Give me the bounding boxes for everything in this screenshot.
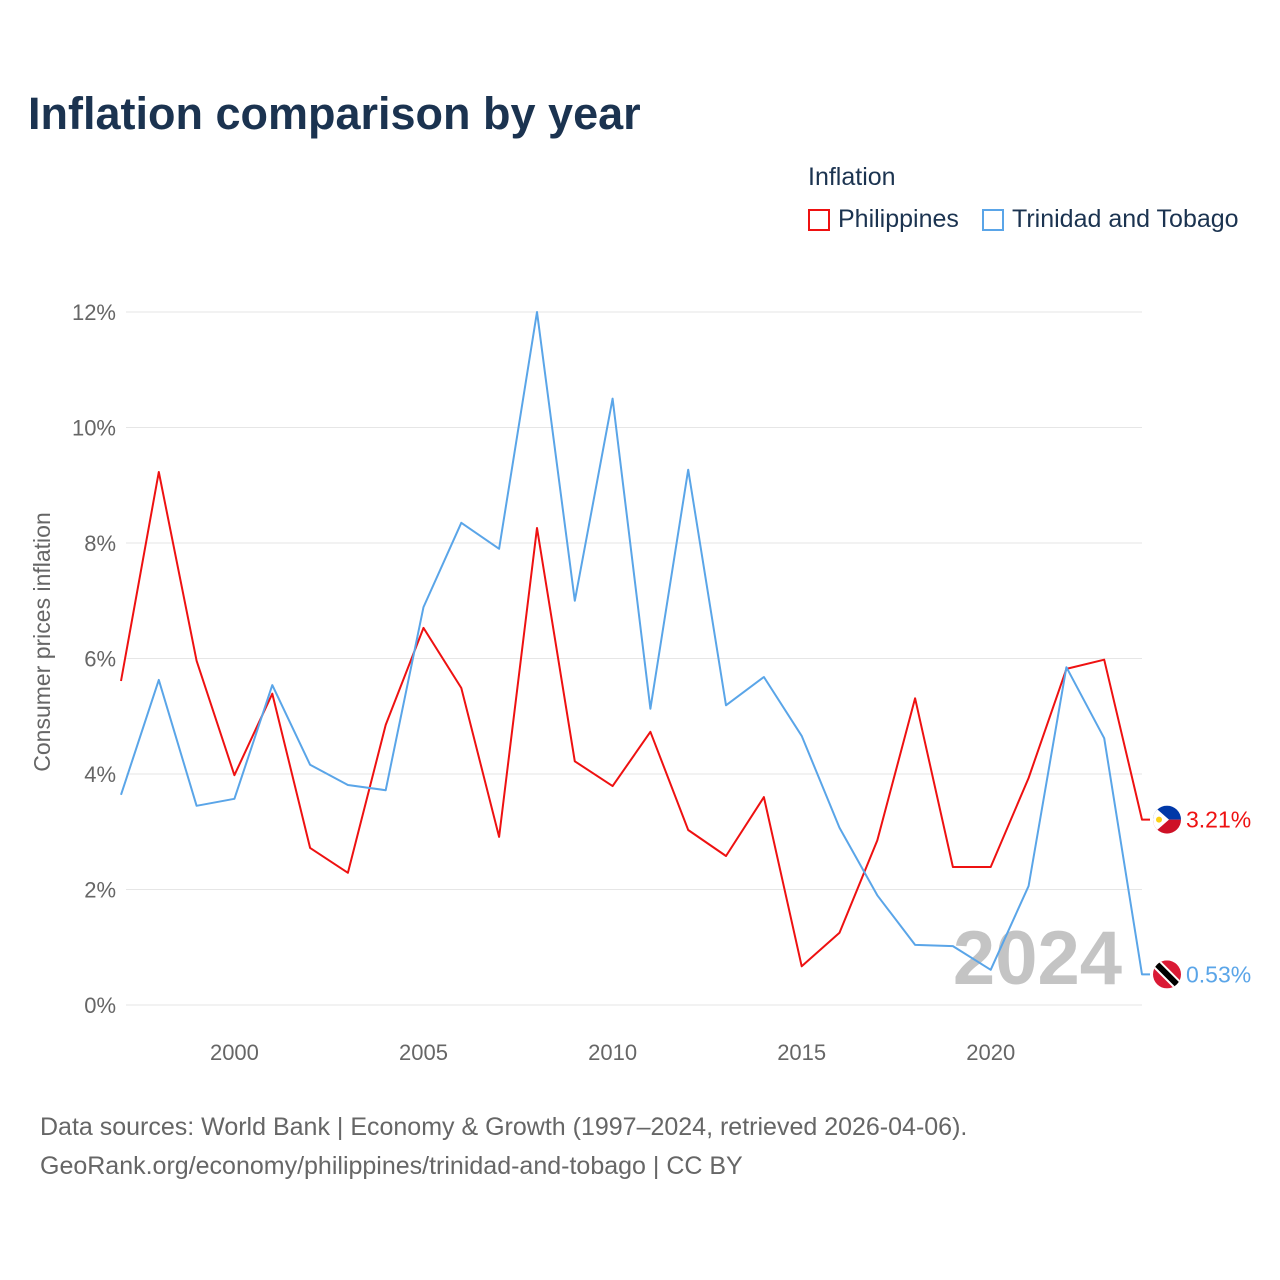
x-tick-label: 2020 <box>966 1040 1015 1065</box>
legend-swatch <box>808 208 830 231</box>
philippines-flag-icon <box>1153 805 1181 834</box>
source-note: Data sources: World Bank | Economy & Gro… <box>40 1108 967 1186</box>
y-tick-label: 0% <box>84 993 116 1018</box>
end-value-label: 3.21% <box>1186 807 1251 833</box>
y-tick-label: 10% <box>72 416 116 441</box>
y-tick-label: 4% <box>84 762 116 787</box>
x-tick-label: 2000 <box>210 1040 259 1065</box>
y-tick-label: 2% <box>84 878 116 903</box>
y-tick-label: 12% <box>72 300 116 325</box>
y-tick-label: 6% <box>84 647 116 672</box>
x-tick-label: 2010 <box>588 1040 637 1065</box>
source-line-2[interactable]: GeoRank.org/economy/philippines/trinidad… <box>40 1152 743 1180</box>
series-line-philippines <box>120 471 1150 968</box>
y-axis-label: Consumer prices inflation <box>29 512 55 772</box>
legend-label: Trinidad and Tobago <box>1012 205 1239 233</box>
source-line-1: Data sources: World Bank | Economy & Gro… <box>40 1113 968 1141</box>
legend-title: Inflation <box>808 163 896 191</box>
y-tick-label: 8% <box>84 531 116 556</box>
legend-item-trinidad[interactable]: Trinidad and Tobago <box>982 205 1239 234</box>
x-tick-label: 2015 <box>777 1040 826 1065</box>
year-annotation: 2024 <box>953 916 1122 1001</box>
legend-label: Philippines <box>838 205 959 233</box>
legend-item-philippines[interactable]: Philippines <box>808 205 959 234</box>
trinidad-flag-icon <box>1153 960 1181 989</box>
x-tick-label: 2005 <box>399 1040 448 1065</box>
end-value-label: 0.53% <box>1186 961 1251 987</box>
legend-swatch <box>982 208 1004 231</box>
series-line-trinidad <box>120 311 1150 976</box>
chart-title: Inflation comparison by year <box>28 88 641 139</box>
